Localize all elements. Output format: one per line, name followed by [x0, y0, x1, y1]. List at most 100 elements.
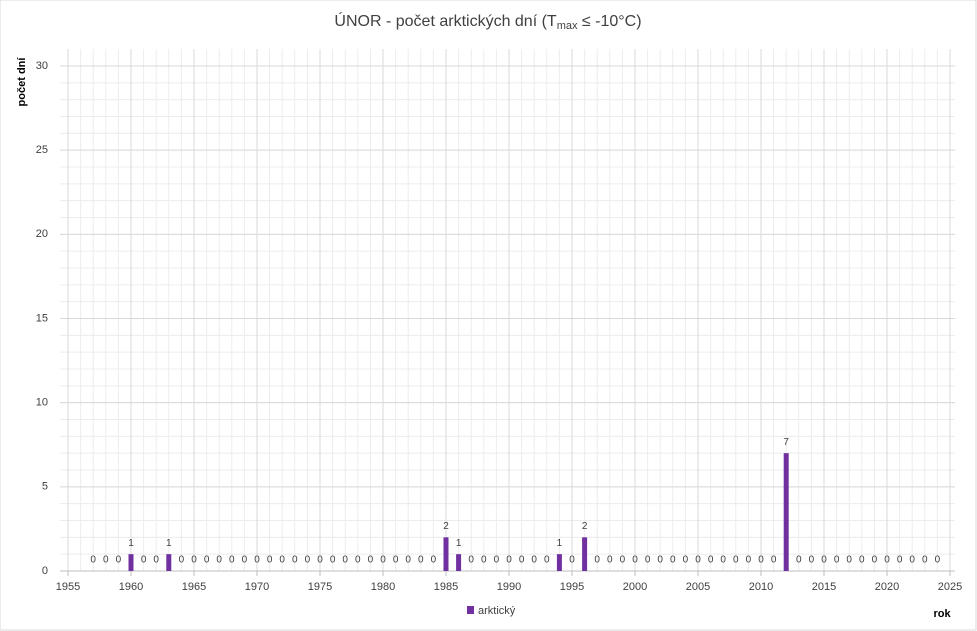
data-label: 0 [872, 555, 878, 566]
title-sub: max [557, 20, 578, 32]
data-label: 0 [116, 555, 122, 566]
data-label: 0 [821, 555, 827, 566]
data-label: 0 [355, 555, 361, 566]
data-label: 0 [796, 555, 802, 566]
x-tick-label: 1955 [56, 581, 80, 593]
data-label: 0 [758, 555, 764, 566]
x-tick-label: 1975 [308, 581, 332, 593]
x-tick-label: 2000 [623, 581, 647, 593]
data-label: 0 [884, 555, 890, 566]
data-label: 0 [531, 555, 537, 566]
data-label: 0 [317, 555, 323, 566]
data-label: 0 [506, 555, 512, 566]
data-label: 0 [569, 555, 575, 566]
data-label: 0 [216, 555, 222, 566]
bar [456, 554, 462, 571]
data-label: 0 [607, 555, 613, 566]
y-axis-label: počet dní [16, 57, 28, 107]
x-tick-label: 2020 [875, 581, 899, 593]
data-label: 0 [141, 555, 147, 566]
x-tick-label: 1965 [182, 581, 206, 593]
legend-label: arktický [478, 605, 516, 617]
data-label: 0 [330, 555, 336, 566]
data-label: 0 [594, 555, 600, 566]
data-label: 0 [519, 555, 525, 566]
x-tick-label: 2005 [686, 581, 710, 593]
y-tick-label: 30 [36, 60, 48, 72]
title-end: ≤ -10°C) [577, 13, 641, 30]
data-label: 0 [909, 555, 915, 566]
data-label: 0 [632, 555, 638, 566]
data-label: 0 [229, 555, 235, 566]
data-label: 0 [418, 555, 424, 566]
data-label: 1 [557, 538, 563, 549]
y-tick-label: 20 [36, 228, 48, 240]
data-label: 0 [771, 555, 777, 566]
y-tick-label: 15 [36, 312, 48, 324]
data-label: 0 [481, 555, 487, 566]
data-label: 2 [582, 521, 588, 532]
data-label: 0 [846, 555, 852, 566]
data-label: 0 [191, 555, 197, 566]
data-label: 0 [720, 555, 726, 566]
data-label: 0 [279, 555, 285, 566]
data-label: 0 [431, 555, 437, 566]
bar [443, 537, 449, 571]
bar [556, 554, 562, 571]
data-label: 0 [494, 555, 500, 566]
data-label: 0 [305, 555, 311, 566]
data-label: 0 [657, 555, 663, 566]
bar [128, 554, 134, 571]
data-label: 1 [456, 538, 462, 549]
data-label: 0 [153, 555, 159, 566]
data-label: 0 [204, 555, 210, 566]
data-label: 0 [342, 555, 348, 566]
data-label: 0 [380, 555, 386, 566]
data-label: 0 [544, 555, 550, 566]
data-label: 0 [620, 555, 626, 566]
data-label: 0 [179, 555, 185, 566]
data-label: 0 [670, 555, 676, 566]
data-label: 0 [103, 555, 109, 566]
x-tick-label: 1980 [371, 581, 395, 593]
data-label: 0 [90, 555, 96, 566]
data-label: 0 [859, 555, 865, 566]
data-label: 0 [292, 555, 298, 566]
y-tick-label: 5 [42, 481, 48, 493]
data-label: 0 [708, 555, 714, 566]
y-tick-label: 10 [36, 397, 48, 409]
data-label: 0 [468, 555, 474, 566]
x-tick-label: 1990 [497, 581, 521, 593]
data-label: 1 [128, 538, 134, 549]
x-axis-label: rok [933, 608, 951, 620]
data-label: 0 [809, 555, 815, 566]
y-tick-label: 0 [42, 565, 48, 577]
x-tick-label: 1985 [434, 581, 458, 593]
data-label: 0 [368, 555, 374, 566]
data-label: 0 [405, 555, 411, 566]
data-label: 0 [733, 555, 739, 566]
x-tick-label: 1995 [560, 581, 584, 593]
data-label: 0 [254, 555, 260, 566]
chart-title: ÚNOR - počet arktických dní (Tmax ≤ -10°… [334, 11, 641, 32]
x-tick-label: 2025 [938, 581, 962, 593]
x-tick-label: 2010 [749, 581, 773, 593]
data-label: 0 [922, 555, 928, 566]
data-label: 0 [242, 555, 248, 566]
data-label: 0 [393, 555, 399, 566]
data-label: 0 [897, 555, 903, 566]
title-main: ÚNOR - počet arktických dní (T [334, 11, 557, 30]
data-label: 0 [645, 555, 651, 566]
bar [783, 453, 789, 571]
x-tick-label: 1970 [245, 581, 269, 593]
legend-swatch [467, 606, 474, 614]
y-tick-label: 25 [36, 144, 48, 156]
data-label: 1 [166, 538, 172, 549]
data-label: 0 [834, 555, 840, 566]
x-tick-label: 2015 [812, 581, 836, 593]
bar [582, 537, 588, 571]
data-label: 0 [683, 555, 689, 566]
bar [166, 554, 172, 571]
